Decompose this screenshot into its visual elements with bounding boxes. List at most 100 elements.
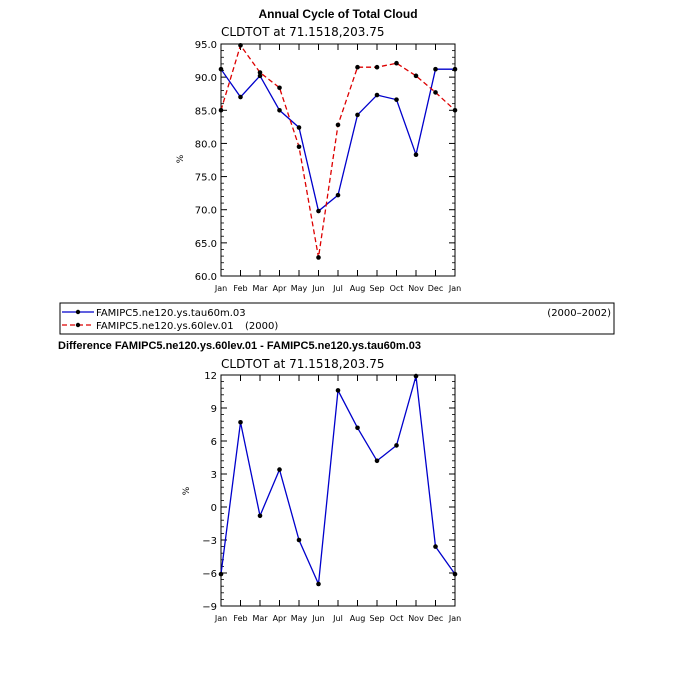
legend-period-series-2: (2000) xyxy=(245,321,278,332)
series-1-point xyxy=(257,73,263,79)
series-1-point xyxy=(394,443,399,448)
xtick-label: Feb xyxy=(233,284,247,293)
xtick-label: Dec xyxy=(428,614,443,623)
ytick-label: 85.0 xyxy=(195,106,217,117)
xtick-label: Jan xyxy=(214,614,227,623)
xtick-label: Mar xyxy=(252,284,268,293)
ytick-label: 0 xyxy=(211,503,217,514)
legend-label-series-1: FAMIPC5.ne120.ys.tau60m.03 xyxy=(96,308,246,319)
xtick-label: Apr xyxy=(273,614,288,623)
series-2-point xyxy=(433,90,438,95)
series-line-1 xyxy=(220,375,456,587)
xtick-label: Sep xyxy=(369,614,384,623)
series-1-point xyxy=(452,571,458,577)
top-chart-plot-area: 60.0 65.0 70.0 75.0 80.0 85.0 90.0 95.0 Jan Feb Ma… xyxy=(195,40,461,293)
ytick-label: 65.0 xyxy=(195,239,217,250)
top-chart-ylabel: % xyxy=(176,154,186,163)
series-1-point xyxy=(413,152,419,157)
series-1-point xyxy=(316,581,321,587)
series-1-point xyxy=(374,92,380,98)
bottom-chart-plot-area: −9 −6 −3 0 3 6 9 12 Jan Feb Mar Apr May Jun Jul Aug Sep O… xyxy=(202,371,461,623)
xtick-label: Jun xyxy=(311,284,325,293)
series-1-point xyxy=(335,388,341,393)
legend-label-series-2: FAMIPC5.ne120.ys.60lev.01 xyxy=(96,321,234,332)
series-1-point xyxy=(452,66,458,72)
bottom-chart-subtitle: CLDTOT at 71.1518,203.75 xyxy=(221,357,385,371)
ytick-label: 6 xyxy=(211,437,217,448)
series-2-point xyxy=(355,64,360,70)
series-2-point xyxy=(218,107,224,113)
series-1-point xyxy=(296,125,302,130)
series-1-point xyxy=(355,112,360,118)
series-2-point xyxy=(394,60,399,66)
legend-marker-series-1 xyxy=(75,309,81,315)
series-1-point xyxy=(374,458,380,464)
xtick-label: Aug xyxy=(350,284,366,293)
ytick-label: −6 xyxy=(202,569,217,580)
series-2-point xyxy=(452,107,458,113)
ytick-label: 90.0 xyxy=(195,73,217,84)
xtick-label: Jan xyxy=(448,284,461,293)
series-1-point xyxy=(355,425,360,431)
legend-marker-series-2 xyxy=(75,322,81,328)
xtick-label: Feb xyxy=(233,614,247,623)
series-1-point xyxy=(257,513,263,519)
series-1-point xyxy=(335,192,341,198)
xtick-label: Jul xyxy=(332,614,343,623)
series-1-point xyxy=(238,420,243,425)
xtick-label: May xyxy=(291,614,308,623)
ytick-label: 9 xyxy=(211,404,217,415)
xtick-label: Jan xyxy=(448,614,461,623)
top-chart-title: Annual Cycle of Total Cloud xyxy=(258,7,417,21)
legend-box xyxy=(59,302,615,335)
series-1-point xyxy=(433,66,438,72)
series-1-point xyxy=(218,66,224,72)
series-1-point xyxy=(394,97,399,102)
series-1-point xyxy=(277,107,282,113)
series-2-point xyxy=(296,144,302,150)
xtick-label: Oct xyxy=(390,614,404,623)
xtick-label: Sep xyxy=(369,284,384,293)
ytick-label: 3 xyxy=(211,470,217,481)
ytick-label: −3 xyxy=(202,536,217,547)
xtick-label: Jun xyxy=(311,614,325,623)
series-1-point xyxy=(238,94,243,100)
xtick-label: Nov xyxy=(408,284,424,293)
legend: FAMIPC5.ne120.ys.tau60m.03 (2000–2002) F… xyxy=(59,302,615,335)
ytick-label: 60.0 xyxy=(195,272,217,283)
series-line-2 xyxy=(220,43,456,258)
xtick-label: Dec xyxy=(428,284,443,293)
xtick-label: Aug xyxy=(350,614,366,623)
series-2-point xyxy=(413,73,419,79)
series-1-point xyxy=(277,467,282,472)
xtick-label: Apr xyxy=(273,284,288,293)
series-2-point xyxy=(257,70,263,75)
legend-period-series-1: (2000–2002) xyxy=(547,308,611,319)
series-1-point xyxy=(316,208,321,214)
ytick-label: 75.0 xyxy=(195,173,217,184)
ytick-label: 12 xyxy=(204,371,217,382)
xtick-label: Oct xyxy=(390,284,404,293)
bottom-chart-ylabel: % xyxy=(182,486,192,495)
top-chart: Annual Cycle of Total Cloud CLDTOT at 71… xyxy=(176,7,461,293)
xtick-label: May xyxy=(291,284,308,293)
series-2-point xyxy=(374,64,380,70)
bottom-chart-title: Difference FAMIPC5.ne120.ys.60lev.01 - F… xyxy=(58,340,421,352)
xtick-label: Nov xyxy=(408,614,424,623)
ytick-label: −9 xyxy=(202,602,217,613)
series-1-point xyxy=(296,537,302,543)
xtick-label: Jan xyxy=(214,284,227,293)
series-line-1 xyxy=(220,68,455,213)
series-1-point xyxy=(433,544,438,549)
series-2-point xyxy=(335,122,341,128)
series-1-point xyxy=(218,571,224,577)
series-1-point xyxy=(413,373,419,379)
series-2-point xyxy=(238,43,243,48)
xtick-label: Jul xyxy=(332,284,343,293)
ytick-label: 80.0 xyxy=(195,139,217,150)
ytick-label: 95.0 xyxy=(195,40,217,51)
bottom-chart: Difference FAMIPC5.ne120.ys.60lev.01 - F… xyxy=(58,340,461,623)
series-2-point xyxy=(316,255,321,260)
ytick-label: 70.0 xyxy=(195,206,217,217)
